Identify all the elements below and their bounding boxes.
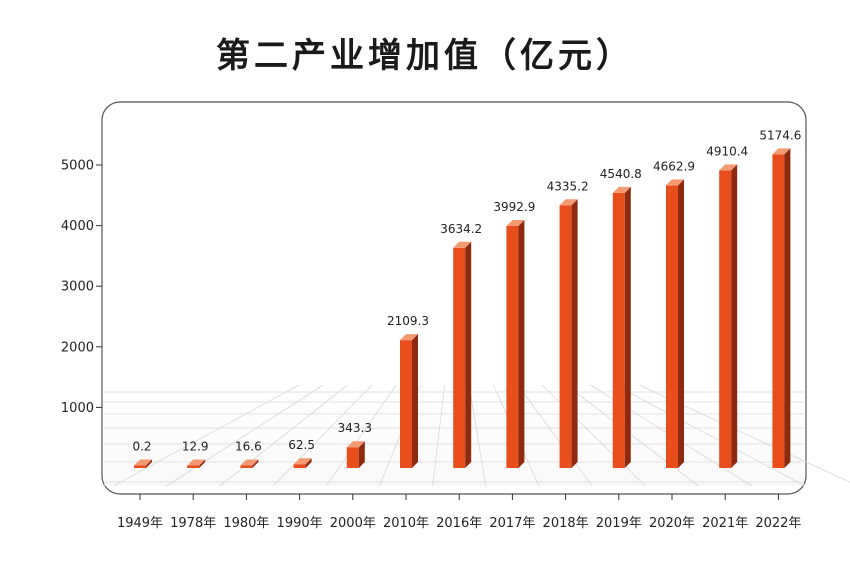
bar — [187, 459, 206, 468]
data-label: 3992.9 — [493, 200, 535, 214]
floor-gridline — [272, 384, 373, 487]
bar-top — [453, 241, 472, 248]
bar-front — [506, 226, 519, 468]
data-label: 343.3 — [338, 421, 372, 435]
bar-front — [612, 192, 625, 468]
bar-top — [559, 199, 578, 206]
bar — [719, 164, 738, 469]
bar — [666, 179, 684, 468]
data-label: 4910.4 — [706, 144, 748, 158]
x-tick-label: 1978年 — [170, 516, 216, 531]
bar-side — [571, 199, 578, 469]
bar-top — [240, 459, 259, 466]
bar — [293, 458, 312, 468]
data-label: 5174.6 — [759, 128, 801, 142]
bar-side — [305, 458, 312, 468]
bar-side — [146, 459, 152, 468]
bar — [453, 241, 472, 468]
y-tick-label: 4000 — [61, 219, 94, 234]
x-tick-label: 2017年 — [489, 516, 535, 531]
y-tick-label: 2000 — [61, 340, 94, 355]
data-label: 3634.2 — [440, 222, 482, 236]
bar-top — [666, 179, 684, 186]
data-label: 0.2 — [132, 440, 151, 454]
x-tick-label: 1980年 — [223, 516, 269, 531]
bar-top — [187, 459, 206, 466]
floor-gridline — [432, 384, 446, 487]
data-label: 4540.8 — [600, 167, 642, 181]
bar-front — [134, 465, 146, 468]
x-tick-label: 1990年 — [277, 516, 323, 531]
floor-gridline — [468, 384, 487, 487]
bar-side — [518, 220, 525, 468]
bar-top — [772, 148, 791, 155]
x-tick-label: 1949年 — [117, 516, 163, 531]
floor-gridline — [517, 384, 593, 487]
bar — [346, 441, 365, 468]
bar — [612, 186, 631, 468]
floor-gridline — [614, 384, 806, 487]
chart-title: 第二产业增加值（亿元） — [216, 36, 634, 76]
x-tick-label: 2022年 — [755, 516, 801, 531]
bar-top — [293, 458, 312, 465]
bar-top — [612, 186, 631, 193]
bar-top — [400, 334, 418, 341]
bar-front — [293, 464, 306, 468]
bar-front — [346, 447, 359, 468]
bar-side — [358, 441, 365, 468]
floor-gridline — [113, 384, 300, 487]
y-tick-label: 1000 — [61, 401, 94, 416]
bar-front — [400, 340, 412, 468]
x-tick-label: 2010年 — [383, 516, 429, 531]
bar — [772, 148, 791, 468]
floor-gridline — [325, 384, 397, 487]
bar-top — [719, 164, 738, 171]
bar-top — [506, 220, 525, 227]
bar-side — [465, 241, 472, 468]
bar-side — [784, 148, 791, 468]
floor-gridline — [566, 384, 699, 487]
bar — [559, 199, 578, 469]
bar-side — [412, 334, 418, 468]
x-tick-label: 2016年 — [436, 516, 482, 531]
data-label: 4335.2 — [547, 179, 589, 193]
bar-front — [719, 170, 732, 469]
bar-front — [187, 465, 200, 468]
bar-top — [134, 459, 152, 466]
bar-front — [559, 205, 572, 469]
bar-front — [666, 185, 678, 468]
bar — [134, 459, 152, 468]
bar-side — [252, 459, 259, 468]
bar-side — [199, 459, 206, 468]
bar-side — [624, 186, 631, 468]
floor-gridline — [166, 384, 324, 487]
bar-front — [772, 154, 785, 468]
y-tick-label: 5000 — [61, 159, 94, 174]
data-label: 4662.9 — [653, 159, 695, 173]
data-label: 12.9 — [182, 440, 209, 454]
bar-top — [346, 441, 365, 448]
x-tick-label: 2021年 — [702, 516, 748, 531]
bar-front — [453, 247, 466, 468]
data-label: 16.6 — [235, 440, 262, 454]
bar-side — [678, 179, 684, 468]
bar-front — [240, 465, 253, 468]
floor-gridline — [541, 384, 646, 487]
x-tick-label: 2018年 — [543, 516, 589, 531]
bar — [506, 220, 525, 468]
y-tick-label: 3000 — [61, 280, 94, 295]
bar — [240, 459, 259, 468]
data-label: 2109.3 — [387, 314, 429, 328]
x-tick-label: 2020年 — [649, 516, 695, 531]
x-tick-label: 2000年 — [330, 516, 376, 531]
data-label: 62.5 — [288, 438, 315, 452]
floor-gridline — [219, 384, 348, 487]
x-tick-label: 2019年 — [596, 516, 642, 531]
bar-side — [731, 164, 738, 469]
bar — [400, 334, 418, 468]
